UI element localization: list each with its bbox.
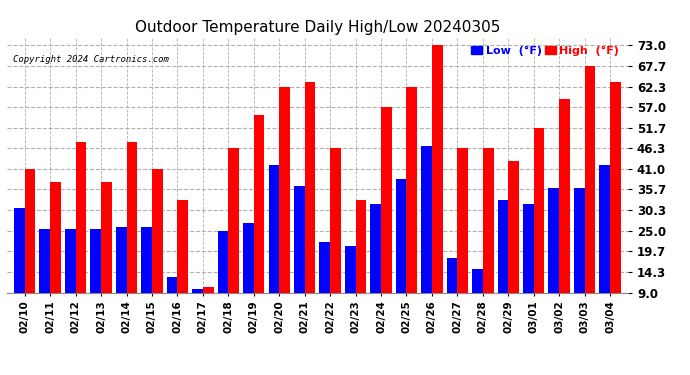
Text: Copyright 2024 Cartronics.com: Copyright 2024 Cartronics.com [13,56,169,64]
Bar [152,169,163,327]
Legend: Low  (°F), High  (°F): Low (°F), High (°F) [471,46,619,56]
Bar [319,242,330,327]
Bar [294,186,305,327]
Bar [523,204,534,327]
Bar [177,200,188,327]
Bar [330,148,341,327]
Bar [446,258,457,327]
Title: Outdoor Temperature Daily High/Low 20240305: Outdoor Temperature Daily High/Low 20240… [135,20,500,35]
Bar [203,287,214,327]
Bar [167,277,177,327]
Bar [279,87,290,327]
Bar [396,178,406,327]
Bar [534,128,544,327]
Bar [101,182,112,327]
Bar [345,246,355,327]
Bar [116,227,126,327]
Bar [90,229,101,327]
Bar [193,289,203,327]
Bar [472,269,483,327]
Bar [483,148,493,327]
Bar [65,229,76,327]
Bar [141,227,152,327]
Bar [126,142,137,327]
Bar [457,148,468,327]
Bar [228,148,239,327]
Bar [355,200,366,327]
Bar [559,99,570,327]
Bar [268,165,279,327]
Bar [25,169,35,327]
Bar [76,142,86,327]
Bar [600,165,610,327]
Bar [574,188,584,327]
Bar [14,207,25,327]
Bar [305,82,315,327]
Bar [254,115,264,327]
Bar [371,204,381,327]
Bar [39,229,50,327]
Bar [509,161,519,327]
Bar [381,107,392,327]
Bar [50,182,61,327]
Bar [243,223,254,327]
Bar [432,45,442,327]
Bar [610,82,621,327]
Bar [497,200,509,327]
Bar [406,87,417,327]
Bar [549,188,559,327]
Bar [217,231,228,327]
Bar [421,146,432,327]
Bar [584,66,595,327]
